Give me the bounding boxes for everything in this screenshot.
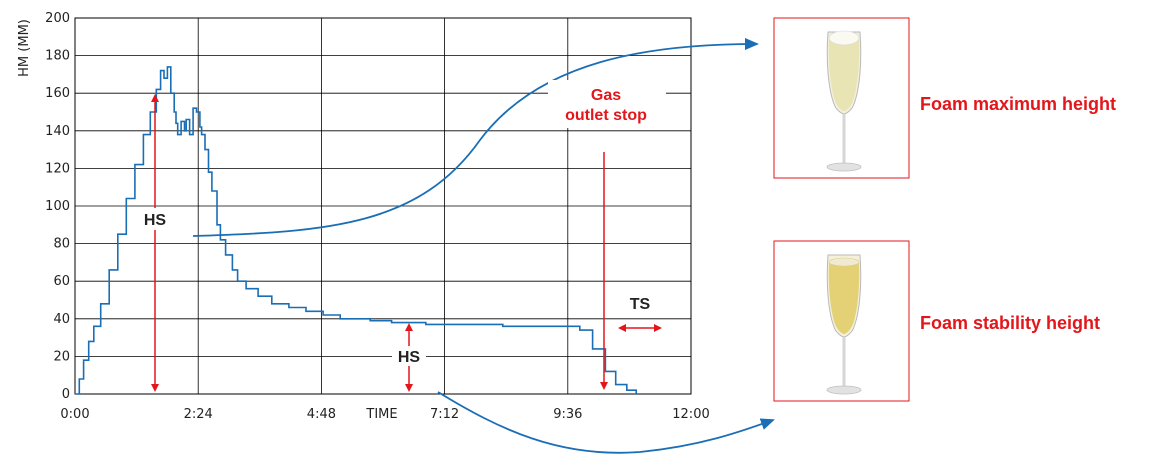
foam-stability-panel: Foam stability height bbox=[773, 240, 1100, 402]
y-tick-label: 140 bbox=[45, 124, 70, 139]
y-tick-label: 180 bbox=[45, 49, 70, 64]
foam-max-panel: Foam maximum height bbox=[773, 17, 1116, 179]
x-tick-labels: 0:00 2:24 4:48 7:12 9:36 12:00 bbox=[60, 407, 709, 422]
y-tick-label: 200 bbox=[45, 11, 70, 26]
gas-label-line2: outlet stop bbox=[565, 107, 647, 124]
max-connector-arrow bbox=[192, 38, 759, 237]
y-axis-title: HM (MM) bbox=[17, 19, 32, 77]
foam-stability-label: Foam stability height bbox=[920, 313, 1100, 333]
y-tick-label: 120 bbox=[45, 161, 70, 176]
champagne-glass-stable-icon bbox=[826, 254, 862, 395]
ts-label: TS bbox=[630, 296, 651, 313]
hs-top-label-bg bbox=[138, 208, 172, 230]
y-tick-label: 100 bbox=[45, 199, 70, 214]
x-tick-label: 4:48 bbox=[307, 407, 336, 422]
y-tick-label: 60 bbox=[53, 274, 70, 289]
hs-bottom-label-bg bbox=[392, 346, 426, 366]
x-tick-label: 9:36 bbox=[553, 407, 582, 422]
foam-max-label: Foam maximum height bbox=[920, 94, 1116, 114]
y-tick-label: 40 bbox=[53, 312, 70, 327]
gas-label-bg bbox=[548, 80, 666, 128]
gas-label-line1: Gas bbox=[591, 87, 621, 104]
y-tick-label: 20 bbox=[53, 349, 70, 364]
y-tick-label: 160 bbox=[45, 86, 70, 101]
stability-connector-arrow bbox=[437, 391, 775, 454]
champagne-glass-foam-icon bbox=[826, 30, 862, 172]
x-tick-label: 12:00 bbox=[672, 407, 709, 422]
y-tick-label: 80 bbox=[53, 237, 70, 252]
y-tick-labels: 0 20 40 60 80 100 120 140 160 180 200 bbox=[45, 11, 70, 402]
hs-bottom-label: HS bbox=[398, 349, 421, 366]
y-tick-label: 0 bbox=[62, 387, 70, 402]
series-line bbox=[75, 66, 637, 395]
x-tick-label: 0:00 bbox=[60, 407, 89, 422]
x-axis-title: TIME bbox=[365, 407, 397, 422]
x-tick-label: 2:24 bbox=[184, 407, 213, 422]
hs-top-label: HS bbox=[144, 212, 167, 229]
x-tick-label: 7:12 bbox=[430, 407, 459, 422]
